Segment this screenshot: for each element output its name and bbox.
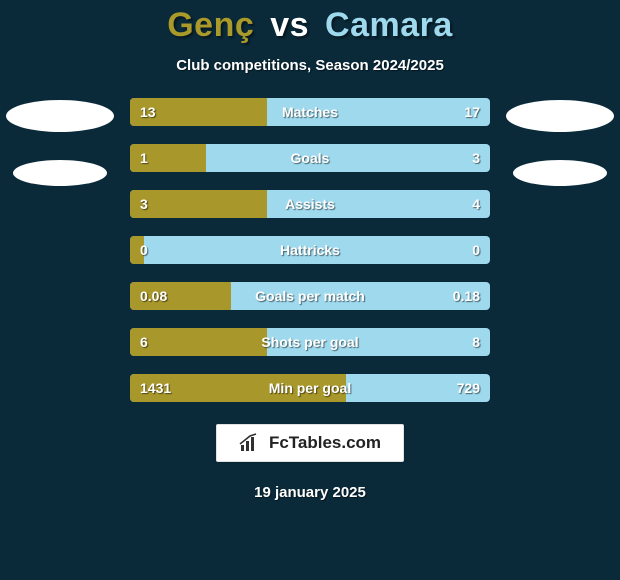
stat-metric-label: Goals	[130, 144, 490, 172]
stat-metric-label: Assists	[130, 190, 490, 218]
brand-chart-icon	[239, 433, 261, 453]
date-label: 19 january 2025	[254, 484, 366, 501]
avatar-placeholder	[513, 160, 607, 186]
stat-bar: 0.080.18Goals per match	[130, 282, 490, 310]
title-vs: vs	[270, 6, 309, 44]
avatar-placeholder	[6, 100, 114, 132]
stat-metric-label: Min per goal	[130, 374, 490, 402]
right-avatar-column	[500, 98, 620, 186]
stat-metric-label: Shots per goal	[130, 328, 490, 356]
left-avatar-column	[0, 98, 120, 186]
subtitle: Club competitions, Season 2024/2025	[176, 57, 444, 74]
stat-bar: 1431729Min per goal	[130, 374, 490, 402]
stat-metric-label: Hattricks	[130, 236, 490, 264]
brand-card: FcTables.com	[216, 424, 404, 462]
stat-bar: 13Goals	[130, 144, 490, 172]
page-title: Genç vs Camara	[167, 6, 453, 45]
title-player1: Genç	[167, 6, 254, 44]
comparison-bars: 1317Matches 13Goals 34Assists 00Hattricks 0.…	[130, 98, 490, 402]
avatar-placeholder	[506, 100, 614, 132]
stat-bar: 1317Matches	[130, 98, 490, 126]
content-root: Genç vs Camara Club competitions, Season…	[0, 0, 620, 580]
stat-bar: 34Assists	[130, 190, 490, 218]
chart-area: 1317Matches 13Goals 34Assists 00Hattricks 0.…	[0, 98, 620, 402]
avatar-placeholder	[13, 160, 107, 186]
brand-text: FcTables.com	[269, 433, 381, 453]
stat-bar: 00Hattricks	[130, 236, 490, 264]
stat-bar: 68Shots per goal	[130, 328, 490, 356]
stat-metric-label: Matches	[130, 98, 490, 126]
stat-metric-label: Goals per match	[130, 282, 490, 310]
title-player2: Camara	[325, 6, 453, 44]
